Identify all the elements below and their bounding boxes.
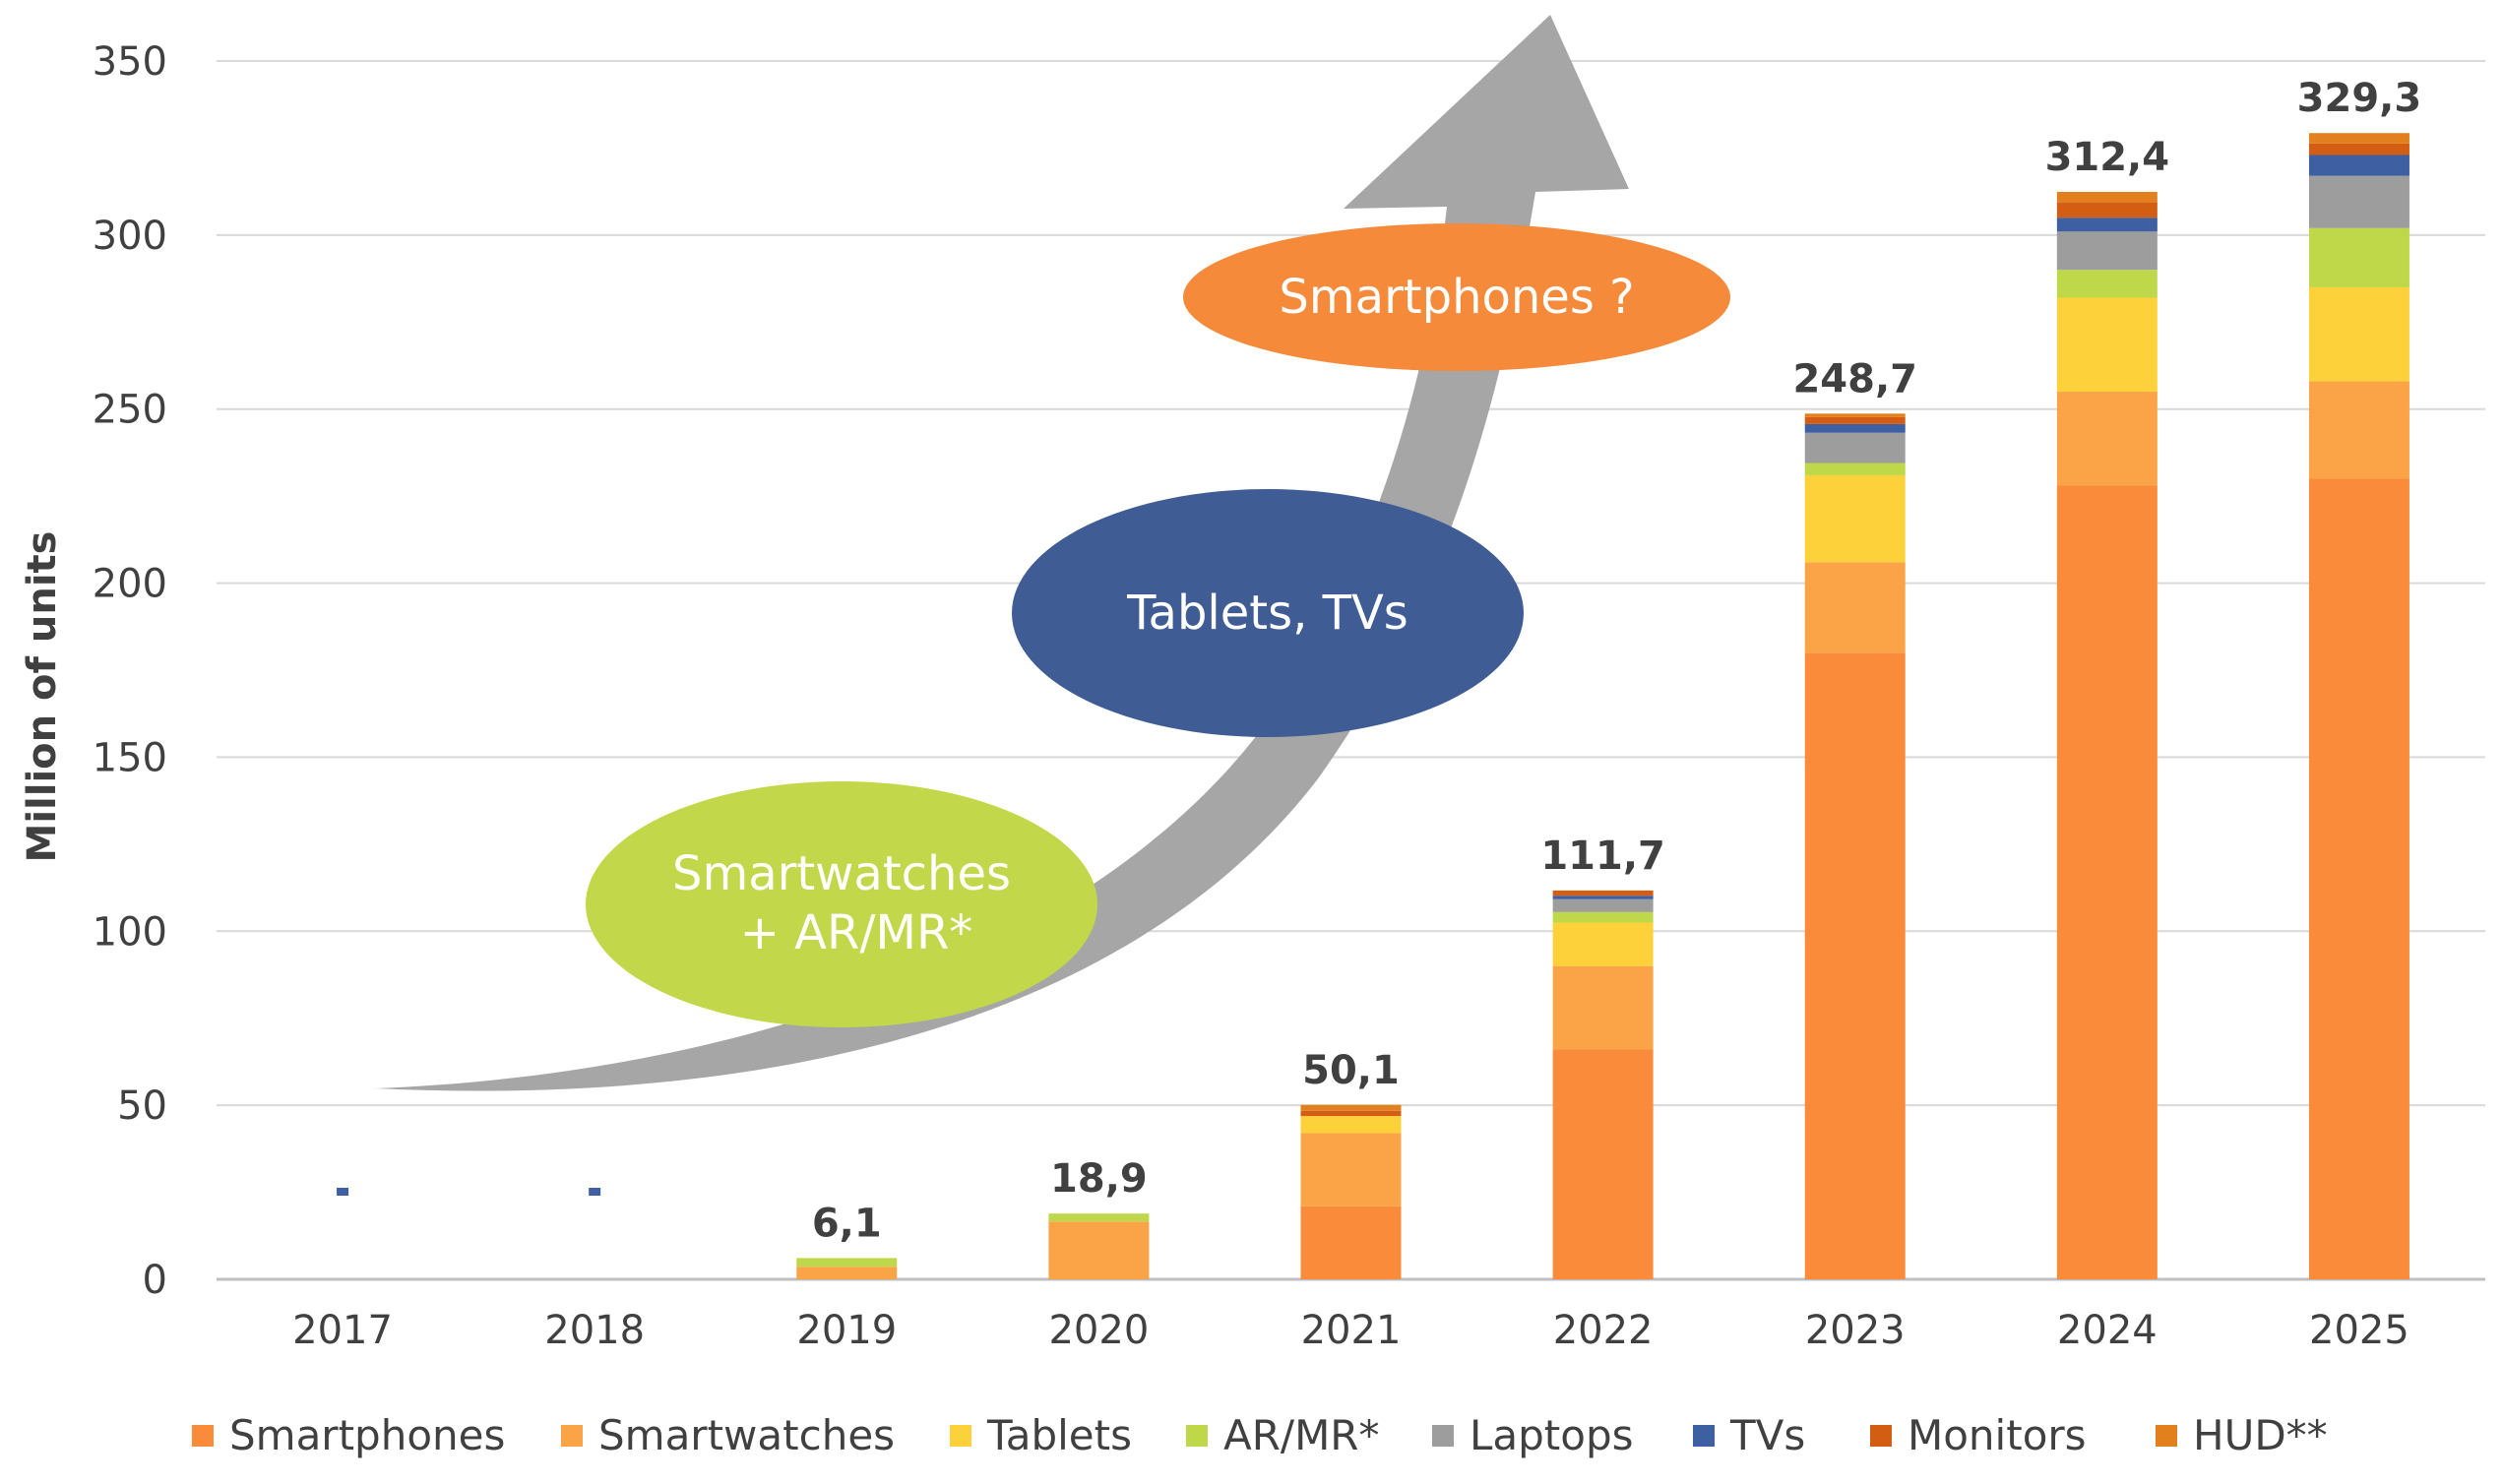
bar-segment (2308, 286, 2409, 382)
bar-segment (1552, 890, 1654, 897)
y-tick-label: 100 (93, 909, 167, 955)
x-tick-label: 2025 (2309, 1308, 2409, 1353)
bar-segment (1300, 1133, 1402, 1206)
bar-segment (1804, 474, 1906, 563)
bar-segment (1804, 562, 1906, 653)
x-tick-label: 2020 (1048, 1308, 1149, 1353)
y-tick-label: 300 (93, 214, 167, 259)
y-tick-label: 50 (117, 1083, 167, 1129)
bar-segment (1048, 1213, 1150, 1222)
total-label: 18,9 (1050, 1156, 1148, 1202)
total-dash (337, 1188, 349, 1196)
bar-segment (2308, 381, 2409, 479)
bubble-smartwatches-shape (586, 781, 1097, 1027)
bubble-tablets-tvs-text: Tablets, TVs (1126, 586, 1408, 641)
bar-segment (1300, 1206, 1402, 1279)
bar-segment (2056, 191, 2158, 203)
legend-label: TVs (1729, 1411, 1805, 1459)
legend-label: Tablets (986, 1411, 1132, 1459)
legend-label: Smartwatches (598, 1411, 895, 1459)
x-tick-label: 2018 (544, 1308, 645, 1353)
legend-label: Smartphones (229, 1411, 505, 1459)
bar-segment (2056, 270, 2158, 298)
bar-segment (1552, 898, 1654, 912)
x-tick-label: 2023 (1805, 1308, 1906, 1353)
bar-segment (1552, 1049, 1654, 1279)
y-axis-ticks: 0 50 100 150 200 250 300 350 (93, 39, 167, 1303)
bar-segment (2308, 155, 2409, 176)
legend-swatch (1693, 1425, 1715, 1447)
bar-segment (2056, 202, 2158, 218)
bar-segment (2308, 175, 2409, 228)
x-tick-label: 2017 (292, 1308, 393, 1353)
bar-segment (2308, 143, 2409, 155)
x-tick-label: 2021 (1301, 1308, 1402, 1353)
bar-segment (1804, 413, 1906, 417)
bar-segment (1804, 423, 1906, 433)
x-tick-label: 2019 (796, 1308, 897, 1353)
y-tick-label: 250 (93, 388, 167, 433)
y-tick-label: 150 (93, 735, 167, 780)
y-tick-label: 200 (93, 562, 167, 607)
bar-segment (1804, 463, 1906, 475)
total-label: 6,1 (812, 1201, 882, 1246)
legend-label: Monitors (1908, 1411, 2087, 1459)
bar-segment (796, 1267, 898, 1279)
x-tick-label: 2024 (2057, 1308, 2158, 1353)
bubble-smartphones-shape (1183, 223, 1730, 371)
legend-swatch (1186, 1425, 1208, 1447)
bar-segment (1048, 1221, 1150, 1279)
legend-swatch (1432, 1425, 1454, 1447)
bar-segment (1552, 896, 1654, 899)
x-axis-ticks: 2017 2018 2019 2020 2021 2022 2023 2024 2025 (292, 1308, 2409, 1353)
total-label: 329,3 (2297, 76, 2422, 121)
total-label: 248,7 (1792, 356, 1917, 402)
total-labels: 6,1 18,9 50,1 111,7 248,7 312,4 329,3 (337, 76, 2421, 1246)
bar-segment (2056, 392, 2158, 486)
bar-segment (2308, 227, 2409, 287)
total-dash (589, 1188, 601, 1196)
bar-segment (2308, 133, 2409, 144)
bar-segment (1300, 1116, 1402, 1134)
legend-swatch (561, 1425, 583, 1447)
bar-segment (1552, 965, 1654, 1050)
bar-segment (1300, 1104, 1402, 1111)
bar-segment (2056, 231, 2158, 271)
legend-label: HUD** (2193, 1411, 2328, 1459)
legend-label: AR/MR* (1223, 1411, 1379, 1459)
bubble-smartphones-text: Smartphones ? (1279, 270, 1634, 325)
legend-label: Laptops (1470, 1411, 1634, 1459)
bars (796, 133, 2409, 1279)
bubble-smartwatches: Smartwatches + AR/MR* (586, 781, 1097, 1027)
bar-segment (1804, 432, 1906, 464)
bar-segment (2056, 217, 2158, 232)
bubble-tablets-tvs-shape (1012, 489, 1524, 737)
total-label: 111,7 (1540, 834, 1665, 879)
y-axis-label: Million of units (20, 531, 65, 863)
bar-segment (1552, 922, 1654, 966)
x-tick-label: 2022 (1553, 1308, 1654, 1353)
bar-segment (2308, 478, 2409, 1279)
total-label: 312,4 (2045, 135, 2170, 180)
bubble-smartwatches-line2: + AR/MR* (740, 905, 973, 960)
bar-segment (2056, 485, 2158, 1279)
legend-swatch (192, 1425, 214, 1447)
bubble-tablets-tvs: Tablets, TVs (1012, 489, 1524, 737)
bubble-smartwatches-line1: Smartwatches (672, 846, 1011, 901)
bar-segment (1804, 652, 1906, 1279)
y-tick-label: 350 (93, 39, 167, 85)
legend: Smartphones Smartwatches Tablets AR/MR* Lapt… (192, 1411, 2328, 1459)
y-tick-label: 0 (143, 1258, 167, 1303)
legend-swatch (2156, 1425, 2177, 1447)
bar-segment (1804, 416, 1906, 424)
bubble-smartphones: Smartphones ? (1183, 223, 1730, 371)
bar-segment (796, 1258, 898, 1268)
bar-segment (1300, 1110, 1402, 1117)
bar-segment (1552, 911, 1654, 923)
bar-segment (2056, 297, 2158, 393)
legend-swatch (950, 1425, 971, 1447)
legend-swatch (1870, 1425, 1892, 1447)
total-label: 50,1 (1302, 1048, 1400, 1093)
